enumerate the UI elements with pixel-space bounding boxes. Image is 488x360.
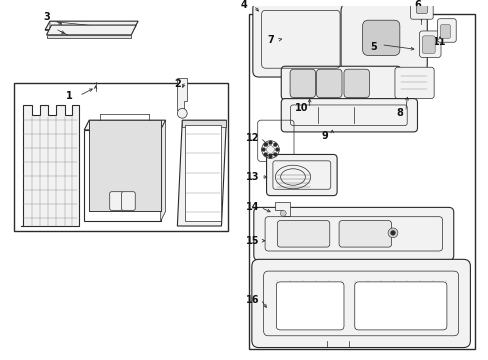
FancyBboxPatch shape: [121, 192, 135, 210]
FancyBboxPatch shape: [281, 99, 417, 132]
Polygon shape: [20, 105, 79, 226]
Circle shape: [268, 154, 272, 158]
Circle shape: [275, 148, 279, 152]
Polygon shape: [84, 130, 161, 221]
Text: 7: 7: [266, 35, 273, 45]
FancyBboxPatch shape: [253, 207, 453, 260]
FancyBboxPatch shape: [281, 66, 400, 100]
Text: 2: 2: [174, 79, 181, 89]
FancyBboxPatch shape: [437, 19, 455, 42]
FancyBboxPatch shape: [109, 192, 123, 210]
Polygon shape: [46, 35, 131, 38]
Bar: [248, 14, 474, 348]
Circle shape: [177, 108, 187, 118]
Text: 5: 5: [369, 42, 376, 51]
Circle shape: [263, 143, 267, 147]
Polygon shape: [161, 120, 165, 221]
FancyBboxPatch shape: [338, 221, 391, 247]
Polygon shape: [177, 120, 226, 226]
FancyBboxPatch shape: [276, 282, 343, 330]
FancyBboxPatch shape: [394, 67, 433, 99]
Polygon shape: [185, 125, 221, 221]
Text: 1: 1: [66, 91, 73, 101]
Text: 14: 14: [245, 202, 259, 212]
Polygon shape: [89, 120, 161, 211]
FancyBboxPatch shape: [289, 69, 315, 98]
Text: 9: 9: [320, 131, 327, 141]
FancyBboxPatch shape: [343, 69, 369, 98]
Text: 3: 3: [43, 12, 50, 22]
Polygon shape: [177, 77, 187, 111]
Text: 6: 6: [413, 0, 420, 10]
Circle shape: [266, 146, 274, 153]
Circle shape: [273, 143, 277, 147]
Text: 15: 15: [245, 236, 259, 246]
FancyBboxPatch shape: [251, 259, 469, 347]
FancyBboxPatch shape: [440, 24, 449, 38]
FancyBboxPatch shape: [416, 5, 427, 13]
FancyBboxPatch shape: [354, 282, 446, 330]
FancyBboxPatch shape: [340, 1, 427, 75]
Circle shape: [273, 152, 277, 156]
Polygon shape: [45, 21, 133, 30]
Polygon shape: [182, 120, 226, 126]
Circle shape: [261, 148, 265, 152]
Polygon shape: [46, 25, 136, 35]
FancyBboxPatch shape: [266, 154, 336, 195]
FancyBboxPatch shape: [419, 31, 440, 58]
Text: 4: 4: [240, 0, 247, 10]
Circle shape: [280, 210, 285, 216]
FancyBboxPatch shape: [316, 69, 341, 98]
Circle shape: [390, 230, 395, 235]
FancyBboxPatch shape: [422, 36, 434, 54]
Text: 10: 10: [294, 103, 307, 113]
Bar: [14, 83, 228, 231]
Circle shape: [263, 152, 267, 156]
FancyBboxPatch shape: [277, 221, 329, 247]
Text: 16: 16: [245, 294, 259, 305]
Polygon shape: [275, 202, 289, 216]
Text: 8: 8: [395, 108, 402, 118]
Text: 11: 11: [432, 37, 446, 47]
Polygon shape: [45, 21, 138, 30]
Polygon shape: [84, 120, 165, 130]
FancyBboxPatch shape: [252, 3, 348, 77]
FancyBboxPatch shape: [362, 20, 399, 55]
Text: 13: 13: [245, 172, 259, 182]
Circle shape: [268, 141, 272, 145]
FancyBboxPatch shape: [410, 1, 432, 19]
Text: 12: 12: [245, 133, 259, 143]
Circle shape: [387, 228, 397, 238]
